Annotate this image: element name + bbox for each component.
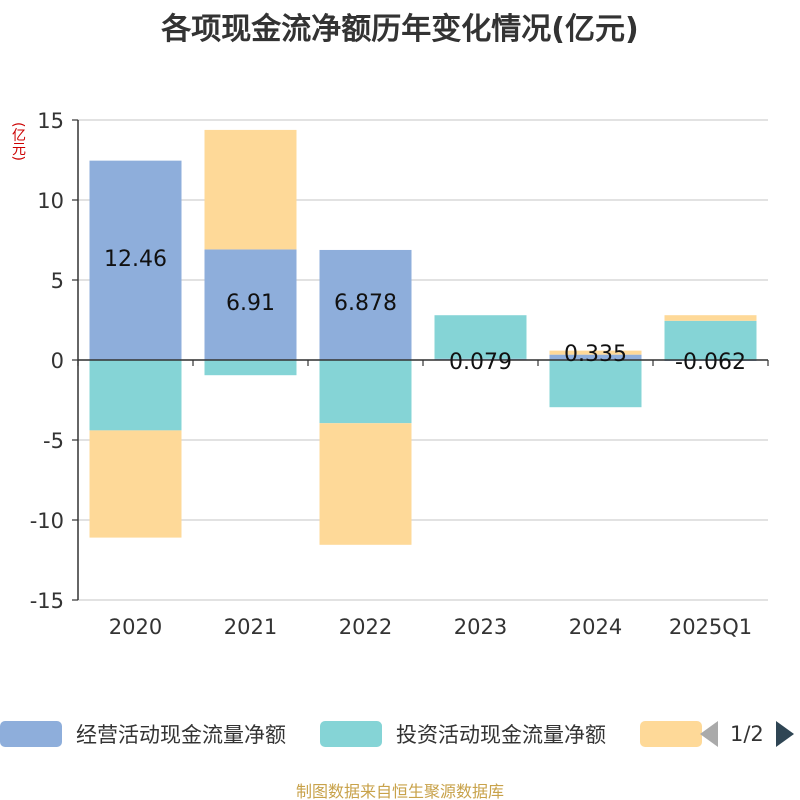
y-tick-label: -10 [30, 509, 64, 533]
data-label-operating-2025Q1: -0.062 [675, 350, 746, 375]
bar-investing-2020[interactable] [89, 360, 182, 431]
legend-swatch-operating [0, 721, 62, 747]
x-tick-label: 2022 [339, 615, 392, 639]
legend-swatch-investing [320, 721, 382, 747]
legend-label-investing: 投资活动现金流量净额 [396, 723, 606, 747]
bar-financing-2024[interactable] [549, 350, 642, 355]
data-source-note: 制图数据来自恒生聚源数据库 [295, 782, 504, 800]
data-label-operating-2024: 0.335 [564, 342, 627, 367]
legend-swatch-financing [640, 721, 702, 747]
legend: 经营活动现金流量净额 投资活动现金流量净额 1/2 [0, 714, 800, 754]
legend-label-operating: 经营活动现金流量净额 [76, 723, 286, 747]
bar-financing-2025Q1[interactable] [664, 315, 757, 321]
bar-operating-2022[interactable] [319, 249, 412, 360]
legend-prev-arrow-icon[interactable] [700, 721, 718, 747]
x-tick-label: 2020 [109, 615, 162, 639]
y-tick-label: -5 [43, 429, 64, 453]
y-tick-label: 15 [37, 109, 64, 133]
bar-financing-2020[interactable] [89, 430, 182, 538]
y-tick-label: -15 [30, 589, 64, 613]
bar-operating-2020[interactable] [89, 160, 182, 360]
bar-investing-2022[interactable] [319, 360, 412, 424]
legend-item-operating[interactable]: 经营活动现金流量净额 [0, 714, 286, 754]
y-tick-label: 0 [51, 349, 64, 373]
bar-investing-2023[interactable] [434, 315, 527, 359]
data-label-operating-2020: 12.46 [104, 247, 167, 272]
y-tick-label: 5 [51, 269, 64, 293]
x-tick-label: 2023 [454, 615, 507, 639]
x-tick-label: 2021 [224, 615, 277, 639]
data-label-operating-2023: 0.079 [449, 350, 512, 375]
y-tick-label: 10 [37, 189, 64, 213]
bar-operating-2024[interactable] [549, 354, 642, 360]
legend-pager: 1/2 [700, 714, 794, 754]
y-axis-unit: (亿元) [10, 122, 26, 161]
data-label-operating-2021: 6.91 [226, 291, 275, 316]
legend-item-financing[interactable] [640, 714, 702, 754]
bar-investing-2025Q1[interactable] [664, 320, 757, 360]
x-tick-label: 2025Q1 [669, 615, 752, 639]
data-label-operating-2022: 6.878 [334, 291, 397, 316]
chart-title: 各项现金流净额历年变化情况(亿元) [161, 12, 639, 47]
bar-financing-2022[interactable] [319, 423, 412, 545]
bar-investing-2024[interactable] [549, 360, 642, 408]
bar-investing-2021[interactable] [204, 360, 297, 376]
bar-operating-2021[interactable] [204, 249, 297, 360]
legend-next-arrow-icon[interactable] [775, 721, 794, 747]
x-tick-label: 2024 [569, 615, 622, 639]
legend-item-investing[interactable]: 投资活动现金流量净额 [320, 714, 606, 754]
legend-page-indicator: 1/2 [730, 722, 764, 746]
bar-financing-2021[interactable] [204, 129, 297, 250]
